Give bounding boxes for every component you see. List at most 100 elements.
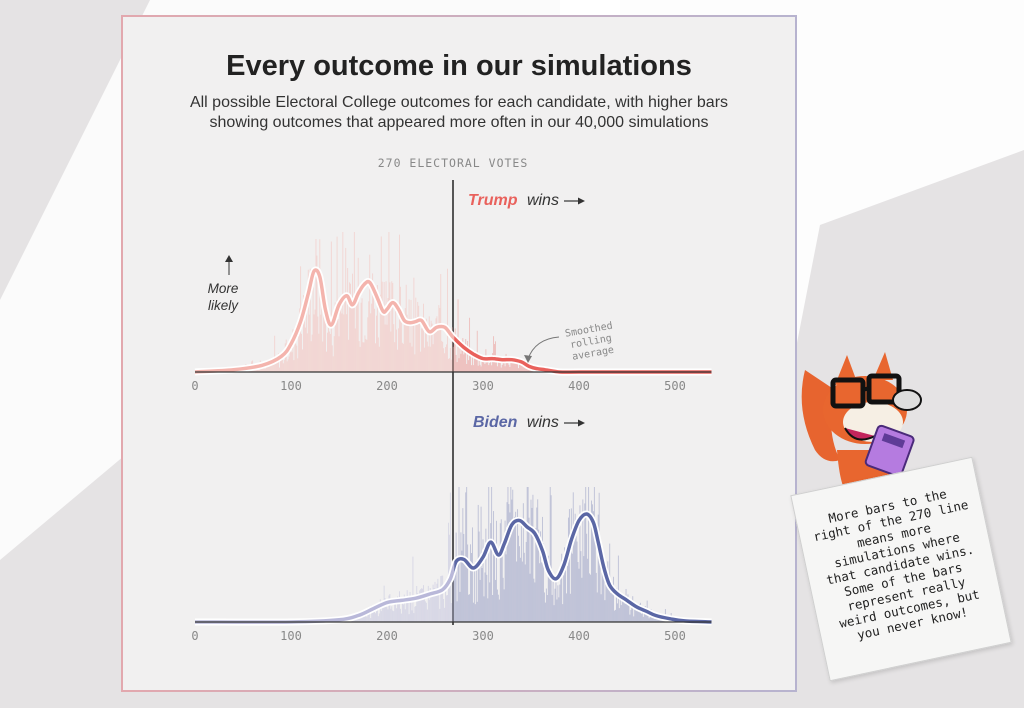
histogram-bar [528, 517, 530, 622]
histogram-bar [495, 362, 497, 372]
histogram-bar [405, 284, 407, 372]
histogram-bar [323, 282, 325, 372]
histogram-bar [269, 363, 271, 372]
histogram-bar [409, 591, 411, 622]
histogram-bar [281, 354, 283, 372]
histogram-bar [332, 356, 334, 372]
histogram-bar [651, 614, 653, 622]
subtitle-line-2: showing outcomes that appeared more ofte… [209, 114, 709, 131]
histogram-bar [474, 358, 476, 372]
histogram-bar [438, 590, 440, 622]
histogram-bar [423, 303, 424, 372]
chart-svg: 270 ELECTORAL VOTES 0 100 200 300 400 500 0 10… [191, 156, 712, 643]
x-tick-label: 0 [191, 379, 198, 393]
histogram-bar [378, 346, 380, 372]
histogram-bar [471, 349, 473, 372]
histogram-bar [450, 359, 452, 372]
histogram-bar [417, 593, 419, 622]
histogram-bar [581, 577, 583, 622]
histogram-bar [295, 343, 297, 372]
histogram-bar [408, 614, 410, 622]
histogram-bar [414, 354, 416, 372]
histogram-bar [310, 341, 312, 372]
histogram-bar [261, 366, 263, 372]
histogram-bar [394, 601, 396, 622]
histogram-bar [390, 608, 392, 622]
histogram-bar [299, 308, 301, 372]
histogram-bar [498, 599, 500, 622]
histogram-bar [566, 593, 567, 622]
histogram-bar [558, 597, 560, 622]
histogram-bar [275, 358, 277, 372]
histogram-bar [426, 341, 428, 372]
histogram-bar [643, 608, 645, 622]
histogram-bar [475, 354, 477, 372]
chart-card: Every outcome in our simulations All pos… [121, 15, 797, 692]
histogram-bar [379, 599, 381, 622]
histogram-bar [267, 364, 269, 372]
histogram-bar [531, 370, 533, 372]
histogram-bar [390, 331, 392, 372]
histogram-bar [378, 613, 380, 622]
histogram-bar [554, 588, 556, 622]
histogram-bar [521, 364, 523, 372]
histogram-bar [338, 336, 340, 372]
histogram-bar [584, 503, 586, 622]
histogram-bar [397, 349, 399, 372]
histogram-bar [605, 573, 607, 622]
histogram-bar [375, 611, 377, 622]
smoothed-average-annotation: Smoothed rolling average [564, 321, 615, 363]
histogram-bar [305, 292, 307, 372]
histogram-bar [530, 499, 532, 622]
histogram-bar [475, 560, 477, 622]
histogram-bar [331, 345, 333, 372]
histogram-bar [573, 528, 575, 622]
histogram-bar [473, 350, 475, 372]
histogram-bar [403, 594, 405, 622]
histogram-bar [563, 575, 565, 622]
histogram-bar [312, 280, 314, 372]
histogram-bar [276, 356, 278, 372]
histogram-bar [365, 615, 367, 622]
histogram-bar [360, 618, 362, 622]
histogram-bar [277, 360, 279, 372]
histogram-bar [359, 616, 361, 622]
histogram-bar [493, 511, 495, 622]
histogram-bar [396, 608, 398, 622]
histogram-bar [456, 601, 458, 622]
histogram-bar [630, 610, 632, 622]
histogram-bar [371, 303, 373, 372]
histogram-bar [397, 596, 399, 622]
histogram-bar [490, 358, 492, 372]
histogram-bar [533, 578, 535, 622]
histogram-bar [453, 338, 455, 372]
histogram-bar [588, 487, 590, 622]
histogram-bar [314, 309, 316, 372]
histogram-bar [408, 299, 410, 372]
x-tick-label: 500 [664, 629, 686, 643]
histogram-bar [411, 346, 413, 372]
histogram-bar [445, 347, 447, 372]
histogram-bar [389, 594, 391, 622]
histogram-bar [391, 606, 393, 622]
histogram-bar [374, 610, 375, 622]
histogram-bar [503, 589, 505, 622]
histogram-bar [645, 613, 647, 622]
histogram-bar [641, 609, 643, 622]
histogram-bar [313, 314, 315, 372]
histogram-bar [517, 360, 519, 372]
histogram-bar [464, 562, 466, 622]
histogram-bar [544, 602, 546, 622]
histogram-bar [496, 589, 498, 622]
histogram-bar [315, 239, 317, 372]
histogram-bar [400, 315, 402, 372]
histogram-bar [608, 584, 610, 622]
histogram-bar [589, 573, 591, 622]
histogram-bar [503, 359, 505, 372]
histogram-bar [635, 603, 637, 622]
histogram-bar [373, 605, 375, 622]
histogram-bar [571, 553, 573, 622]
x-tick-label: 300 [472, 629, 494, 643]
histogram-bar [286, 361, 288, 372]
histogram-bar [401, 602, 403, 622]
